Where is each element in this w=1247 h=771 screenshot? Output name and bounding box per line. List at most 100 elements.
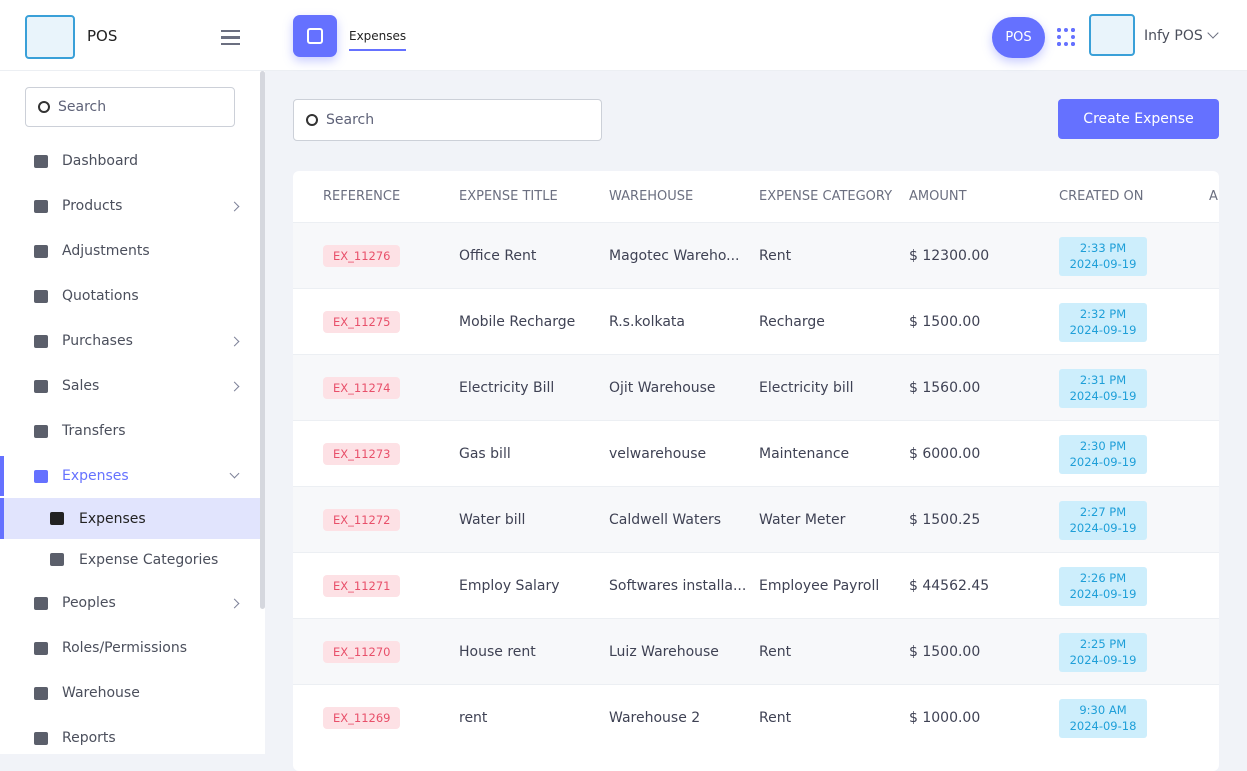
table-row: EX_11272 Water bill Caldwell Waters Water M… [293,486,1219,552]
table-cell: $ 1000.00 [909,710,981,726]
reference-cell: EX_11274 [323,355,401,421]
nav-icon [34,289,48,303]
nav-icon [34,244,48,258]
nav-label: Expenses [62,468,129,484]
nav-icon [34,641,48,655]
user-name[interactable]: Infy POS [1144,28,1203,44]
date-badge: 2:33 PM 2024-09-19 [1059,236,1147,276]
nav-label: Dashboard [62,153,138,169]
date: 2024-09-19 [1069,257,1137,271]
reference-badge[interactable]: EX_11274 [323,377,401,399]
table-cell: Softwares installa... [609,578,747,594]
reference-badge[interactable]: EX_11270 [323,641,401,663]
column-header: CREATED ON [1059,189,1144,204]
nav-item[interactable]: Expenses [0,456,260,496]
column-header: REFERENCE [323,189,401,204]
nav-item[interactable]: Roles/Permissions [0,628,260,668]
chevron [229,336,240,346]
nav-item[interactable]: Products [0,186,260,226]
table-cell: Electricity bill [759,380,854,396]
date-badge: 2:31 PM 2024-09-19 [1059,368,1147,408]
create-button[interactable]: Create Expense [1058,99,1219,139]
reference-cell: EX_11269 [323,685,401,751]
nav-label: Expense Categories [79,551,219,568]
tab[interactable]: Expenses [349,29,407,51]
date-badge: 9:30 AM 2024-09-18 [1059,698,1147,738]
date-cell: 2:26 PM 2024-09-19 [1059,553,1147,619]
chevron [229,598,240,608]
nav-item[interactable]: Warehouse [0,673,260,713]
nav-label: Warehouse [62,685,140,701]
reference-badge[interactable]: EX_11273 [323,443,401,465]
table-cell: Caldwell Waters [609,512,722,528]
fullscreen[interactable] [1057,28,1075,46]
table-row: EX_11276 Office Rent Magotec Wareho... Rent… [293,222,1219,288]
avatar [1089,14,1135,56]
nav-icon [34,731,48,745]
table-cell: R.s.kolkata [609,314,685,330]
sidebar-search[interactable]: Search [25,87,235,127]
nav-icon [34,686,48,700]
table-cell: Office Rent [459,248,537,264]
column-header: EXPENSE TITLE [459,189,558,204]
table-cell: Rent [759,710,792,726]
nav-label: Roles/Permissions [62,640,187,656]
reference-badge[interactable]: EX_11269 [323,707,401,729]
column-header: AMOUNT [909,189,967,204]
pos-button[interactable]: POS [992,17,1045,58]
time: 2:30 PM [1079,439,1127,453]
nav-icon [50,512,64,525]
menu-toggle[interactable] [221,30,240,45]
nav-icon [50,553,64,566]
search-placeholder: Search [326,112,375,128]
table-cell: Rent [759,248,792,264]
reference-badge[interactable]: EX_11275 [323,311,401,333]
nav-item[interactable]: Adjustments [0,231,260,271]
date-cell: 2:31 PM 2024-09-19 [1059,355,1147,421]
reference-cell: EX_11271 [323,553,401,619]
nav-item[interactable]: Peoples [0,583,260,623]
reference-cell: EX_11272 [323,487,401,553]
table-search[interactable]: Search [293,99,602,141]
nav-label: Sales [62,378,100,394]
reference-cell: EX_11276 [323,223,401,289]
table-row: EX_11269 rent Warehouse 2 Rent $ 1000.00 9:30… [293,684,1219,750]
nav-item[interactable]: Expense Categories [0,539,260,580]
column-header: EXPENSE CATEGORY [759,189,893,204]
table-cell: Electricity Bill [459,380,555,396]
time: 2:31 PM [1079,373,1127,387]
reference-badge[interactable]: EX_11272 [323,509,401,531]
nav-label: Products [62,198,123,214]
time: 2:25 PM [1079,637,1127,651]
nav-item[interactable]: Reports [0,718,260,758]
table-cell: Warehouse 2 [609,710,701,726]
table-cell: Ojit Warehouse [609,380,716,396]
nav-item[interactable]: Transfers [0,411,260,451]
reference-badge[interactable]: EX_11271 [323,575,401,597]
user-caret[interactable] [1207,27,1219,39]
nav-label: Purchases [62,333,133,349]
nav-item[interactable]: Purchases [0,321,260,361]
time: 9:30 AM [1079,703,1127,717]
reference-cell: EX_11273 [323,421,401,487]
table-cell: $ 44562.45 [909,578,990,594]
table-cell: $ 1500.00 [909,644,981,660]
add-tab[interactable] [293,15,337,57]
nav-item[interactable]: Expenses [0,498,260,539]
brand: POS [87,27,118,45]
table-cell: Luiz Warehouse [609,644,719,660]
date: 2024-09-19 [1069,521,1137,535]
nav-item[interactable]: Quotations [0,276,260,316]
nav-item[interactable]: Dashboard [0,141,260,181]
nav-icon [34,199,48,213]
nav-label: Adjustments [62,243,150,259]
time: 2:32 PM [1079,307,1127,321]
table-cell: Water Meter [759,512,846,528]
date-cell: 2:30 PM 2024-09-19 [1059,421,1147,487]
top-bar: POS Expenses POS Infy POS [0,0,1247,71]
date: 2024-09-19 [1069,323,1137,337]
nav-item[interactable]: Sales [0,366,260,406]
table-row: EX_11274 Electricity Bill Ojit Warehouse El… [293,354,1219,420]
reference-badge[interactable]: EX_11276 [323,245,401,267]
